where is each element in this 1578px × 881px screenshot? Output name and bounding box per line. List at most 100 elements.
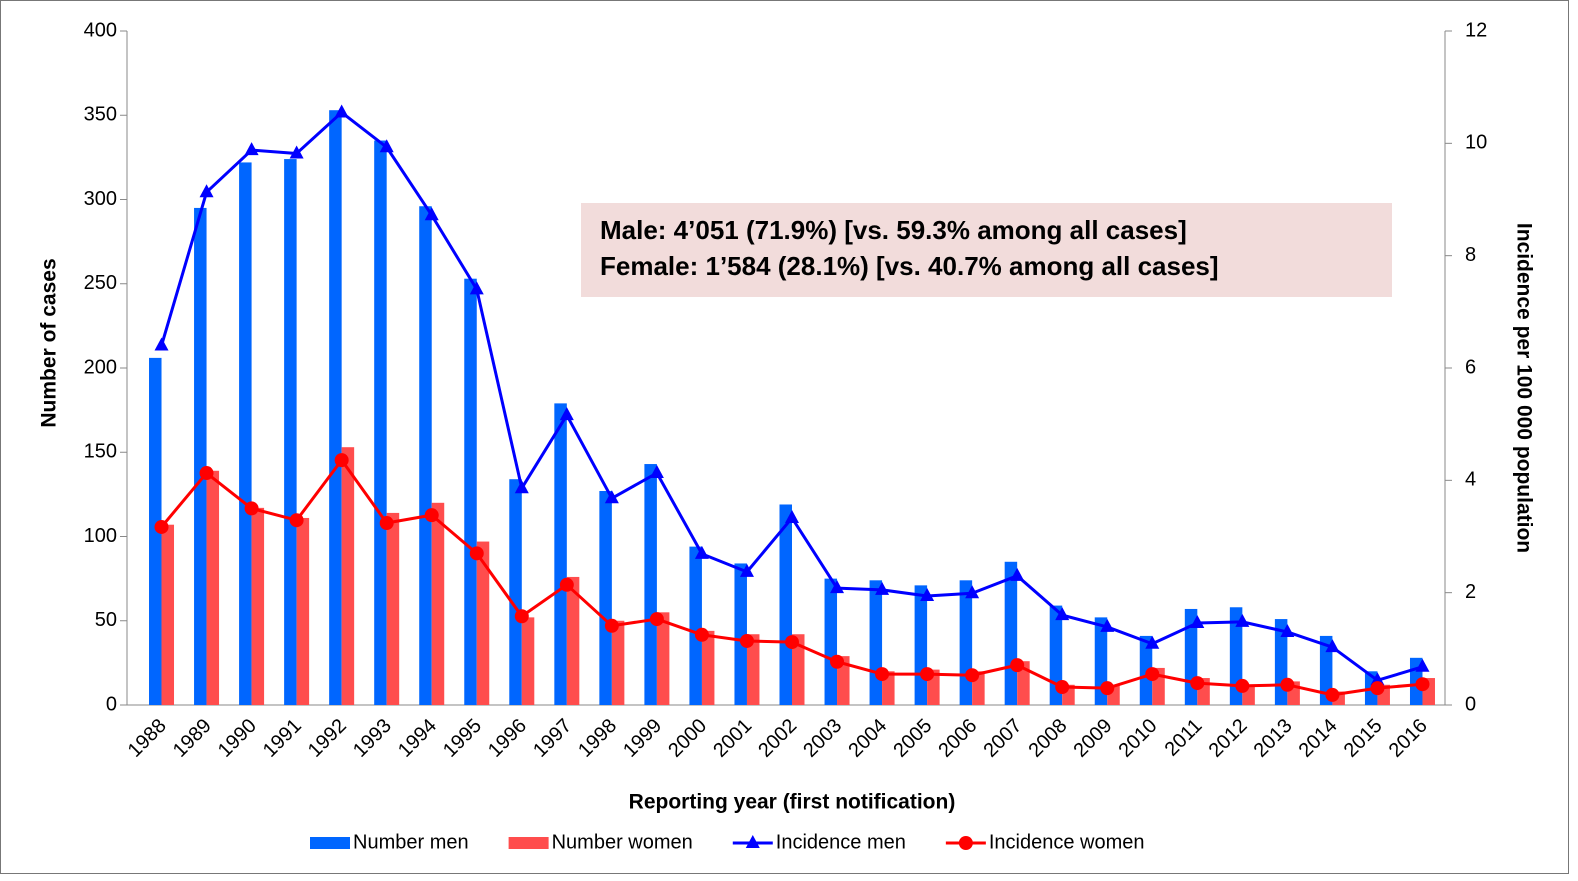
bar [689, 546, 702, 705]
point [1190, 676, 1205, 691]
point [604, 490, 619, 504]
point [514, 609, 529, 624]
legend-swatch [508, 837, 549, 849]
point [920, 588, 935, 602]
bar [779, 504, 792, 705]
y2-tick-label: 2 [1465, 581, 1476, 603]
bar [837, 656, 850, 705]
point [1055, 607, 1070, 621]
annotation: Female: 1’584 (28.1%) [vs. 40.7% among a… [600, 251, 1219, 281]
y2-tick-label: 6 [1465, 356, 1476, 378]
point [154, 519, 169, 534]
bar [746, 634, 760, 705]
point [785, 509, 799, 523]
point [1010, 567, 1025, 581]
bar [1004, 561, 1018, 705]
bar [296, 517, 310, 705]
point [1100, 681, 1115, 696]
point [830, 580, 845, 594]
point [604, 618, 619, 633]
bar [329, 110, 342, 705]
legend-marker [958, 836, 973, 850]
y2-tick-label: 0 [1465, 693, 1476, 715]
y2-tick-label: 10 [1465, 132, 1487, 154]
bar [521, 617, 535, 705]
bar [284, 159, 297, 705]
bar [374, 140, 387, 705]
point [1235, 613, 1250, 627]
point [649, 612, 664, 627]
y-axis-label: Number of cases [38, 258, 61, 427]
bar [1049, 605, 1063, 705]
bar [206, 470, 220, 705]
point [334, 104, 349, 118]
point [334, 453, 349, 468]
point [1370, 672, 1385, 686]
point [1010, 658, 1025, 673]
point [244, 142, 259, 156]
point [289, 513, 304, 528]
bar [611, 620, 625, 705]
bar [1139, 635, 1153, 705]
point [875, 581, 890, 595]
point [694, 545, 709, 559]
legend-marker [745, 835, 760, 848]
bar [161, 524, 175, 705]
point [1325, 687, 1340, 702]
point [1415, 658, 1430, 672]
point [199, 184, 214, 198]
point [830, 654, 845, 669]
y-tick-label: 300 [84, 188, 117, 210]
point [244, 501, 259, 516]
point [424, 508, 439, 523]
bar [476, 541, 490, 705]
point [1235, 678, 1250, 693]
y-tick-label: 100 [84, 525, 117, 547]
bar [194, 207, 207, 706]
bar [1017, 661, 1030, 705]
bar [554, 403, 567, 705]
point [469, 546, 484, 561]
point [469, 281, 484, 295]
x-axis-label: Reporting year (first notification) [629, 791, 956, 814]
legend-label: Incidence men [776, 831, 906, 853]
bar [869, 580, 883, 705]
point [1100, 618, 1115, 632]
bar [656, 612, 670, 705]
annotation-box [581, 203, 1392, 297]
point [1325, 639, 1340, 653]
y2-tick-label: 4 [1465, 469, 1476, 491]
y-tick-label: 0 [106, 693, 117, 715]
point [1055, 680, 1070, 695]
bar [824, 578, 838, 705]
y-tick-label: 50 [95, 609, 117, 631]
point [1145, 667, 1160, 682]
bar [464, 278, 477, 705]
y-tick-label: 150 [84, 441, 117, 463]
point [1370, 681, 1385, 696]
y-tick-label: 350 [84, 104, 117, 126]
point [739, 563, 754, 577]
point [289, 145, 304, 159]
bar [509, 479, 522, 705]
point [965, 585, 980, 599]
annotation: Male: 4’051 (71.9%) [vs. 59.3% among all… [600, 215, 1187, 245]
point [1415, 677, 1430, 692]
point [649, 465, 664, 479]
point [785, 635, 799, 650]
bar [386, 512, 400, 705]
bar [251, 507, 265, 705]
y2-axis-label: Incidence per 100 000 population [1512, 223, 1535, 553]
point [1190, 614, 1205, 628]
bar [431, 502, 445, 705]
y2-tick-label: 12 [1465, 19, 1487, 41]
y-tick-label: 250 [84, 272, 117, 294]
bar [599, 491, 612, 705]
legend-swatch [310, 837, 350, 849]
point [920, 667, 935, 682]
bar [341, 447, 355, 705]
point [559, 407, 574, 421]
legend-label: Incidence women [989, 831, 1145, 853]
bar [792, 634, 805, 705]
